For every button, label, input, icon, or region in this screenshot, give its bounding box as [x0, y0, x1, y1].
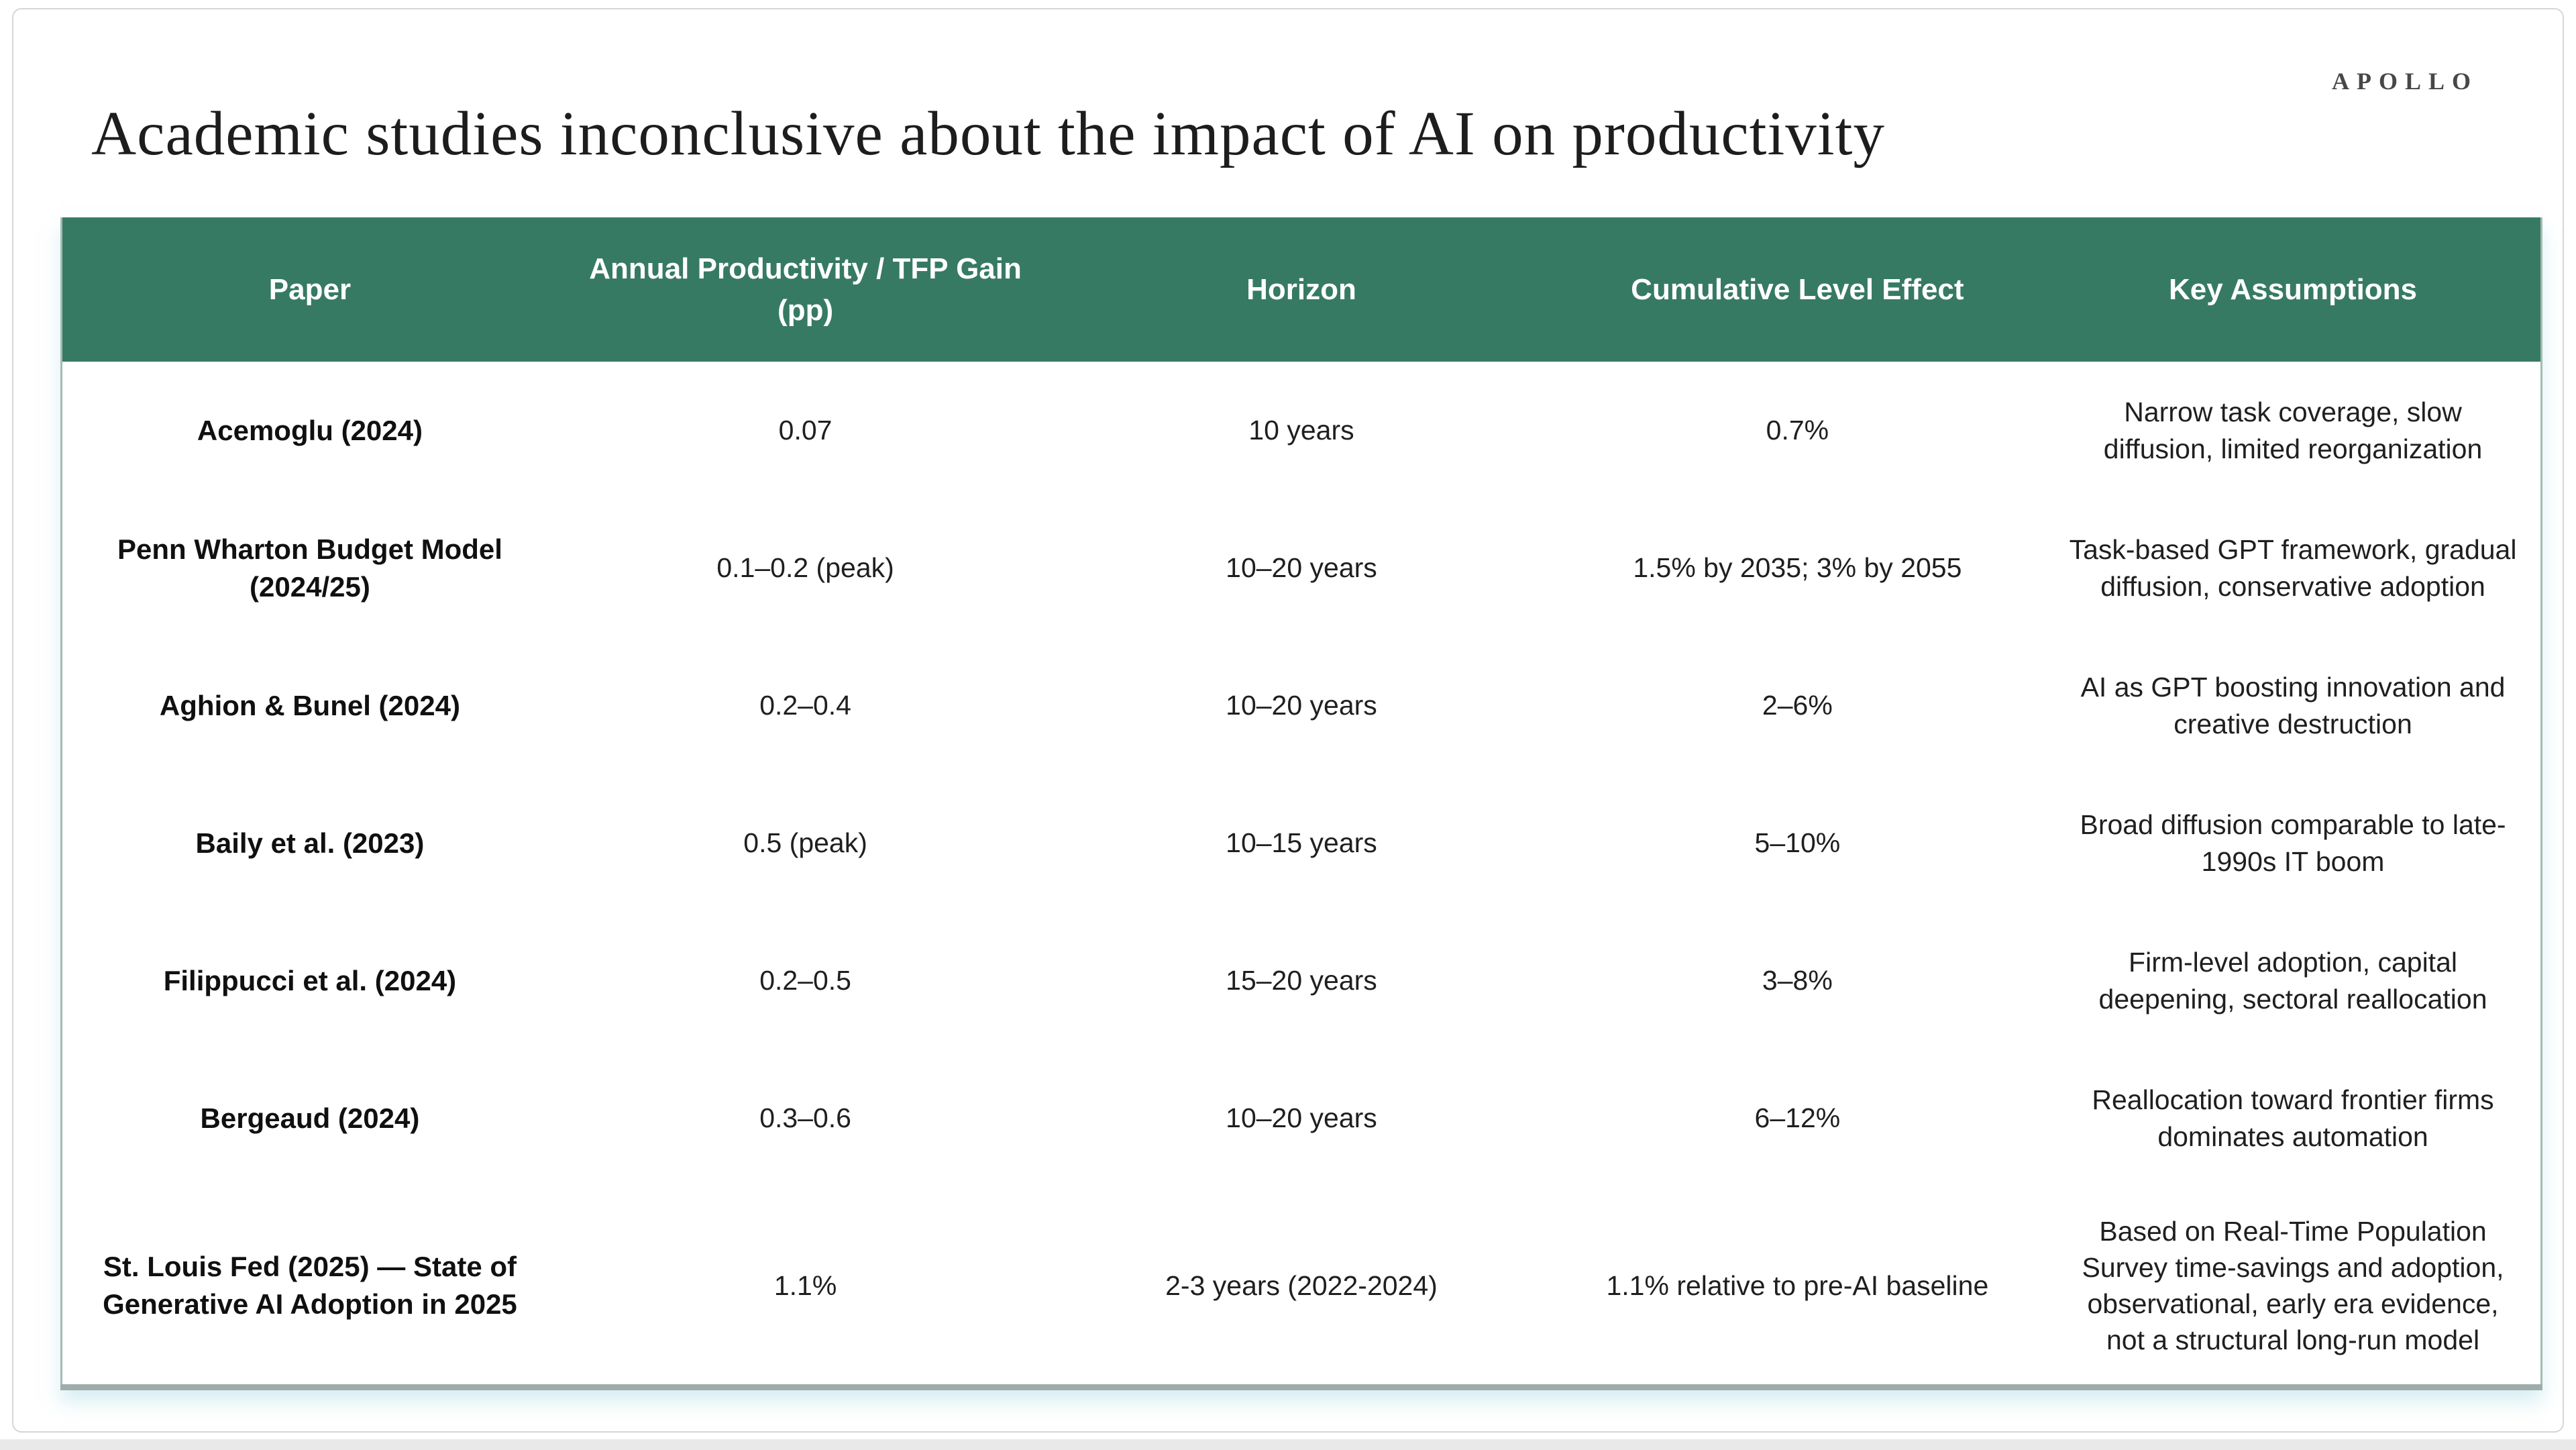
page-title: Academic studies inconclusive about the …: [91, 99, 1885, 168]
paper-cell: Penn Wharton Budget Model (2024/25): [61, 499, 557, 637]
column-header-paper: Paper: [61, 217, 557, 362]
paper-cell: Filippucci et al. (2024): [61, 912, 557, 1049]
paper-cell: Aghion & Bunel (2024): [61, 637, 557, 774]
assumptions-cell: Reallocation toward frontier firms domin…: [2045, 1049, 2542, 1187]
effect-cell: 1.5% by 2035; 3% by 2055: [1549, 499, 2046, 637]
paper-cell: Acemoglu (2024): [61, 362, 557, 499]
table-row: Acemoglu (2024) 0.07 10 years 0.7% Narrow ta…: [61, 362, 2542, 499]
horizon-cell: 2-3 years (2022-2024): [1053, 1187, 1550, 1387]
gain-cell: 0.5 (peak): [557, 774, 1054, 912]
table-row: Filippucci et al. (2024) 0.2–0.5 15–20 yea…: [61, 912, 2542, 1049]
table-header-row: Paper Annual Productivity / TFP Gain (pp…: [61, 217, 2542, 362]
table-row: Aghion & Bunel (2024) 0.2–0.4 10–20 years 2…: [61, 637, 2542, 774]
column-header-effect: Cumulative Level Effect: [1549, 217, 2046, 362]
paper-cell: Baily et al. (2023): [61, 774, 557, 912]
assumptions-cell: Based on Real-Time Population Survey tim…: [2045, 1187, 2542, 1387]
column-header-assumptions: Key Assumptions: [2045, 217, 2542, 362]
paper-cell: St. Louis Fed (2025) — State of Generati…: [61, 1187, 557, 1387]
horizon-cell: 10–20 years: [1053, 499, 1550, 637]
studies-table: Paper Annual Productivity / TFP Gain (pp…: [60, 217, 2542, 1390]
assumptions-cell: Narrow task coverage, slow diffusion, li…: [2045, 362, 2542, 499]
column-header-gain: Annual Productivity / TFP Gain (pp): [557, 217, 1054, 362]
gain-cell: 0.2–0.5: [557, 912, 1054, 1049]
table-body: Acemoglu (2024) 0.07 10 years 0.7% Narrow ta…: [61, 362, 2542, 1387]
gain-cell: 1.1%: [557, 1187, 1054, 1387]
table-row: St. Louis Fed (2025) — State of Generati…: [61, 1187, 2542, 1387]
effect-cell: 6–12%: [1549, 1049, 2046, 1187]
horizon-cell: 10–20 years: [1053, 637, 1550, 774]
studies-table-container: Paper Annual Productivity / TFP Gain (pp…: [60, 217, 2542, 1390]
horizon-cell: 10–15 years: [1053, 774, 1550, 912]
table-row: Penn Wharton Budget Model (2024/25) 0.1–0…: [61, 499, 2542, 637]
effect-cell: 3–8%: [1549, 912, 2046, 1049]
apollo-logo: APOLLO: [2331, 68, 2478, 95]
horizon-cell: 10–20 years: [1053, 1049, 1550, 1187]
table-row: Baily et al. (2023) 0.5 (peak) 10–15 years…: [61, 774, 2542, 912]
horizon-cell: 10 years: [1053, 362, 1550, 499]
effect-cell: 0.7%: [1549, 362, 2046, 499]
column-header-horizon: Horizon: [1053, 217, 1550, 362]
effect-cell: 1.1% relative to pre-AI baseline: [1549, 1187, 2046, 1387]
gain-cell: 0.1–0.2 (peak): [557, 499, 1054, 637]
assumptions-cell: Broad diffusion comparable to late-1990s…: [2045, 774, 2542, 912]
table-row: Bergeaud (2024) 0.3–0.6 10–20 years 6–12% Re…: [61, 1049, 2542, 1187]
horizon-cell: 15–20 years: [1053, 912, 1550, 1049]
gain-cell: 0.2–0.4: [557, 637, 1054, 774]
effect-cell: 2–6%: [1549, 637, 2046, 774]
gain-cell: 0.07: [557, 362, 1054, 499]
gain-cell: 0.3–0.6: [557, 1049, 1054, 1187]
effect-cell: 5–10%: [1549, 774, 2046, 912]
slide-card: APOLLO Academic studies inconclusive abo…: [12, 8, 2564, 1433]
assumptions-cell: Firm-level adoption, capital deepening, …: [2045, 912, 2542, 1049]
bottom-strip: [0, 1439, 2576, 1450]
assumptions-cell: Task-based GPT framework, gradual diffus…: [2045, 499, 2542, 637]
paper-cell: Bergeaud (2024): [61, 1049, 557, 1187]
assumptions-cell: AI as GPT boosting innovation and creati…: [2045, 637, 2542, 774]
